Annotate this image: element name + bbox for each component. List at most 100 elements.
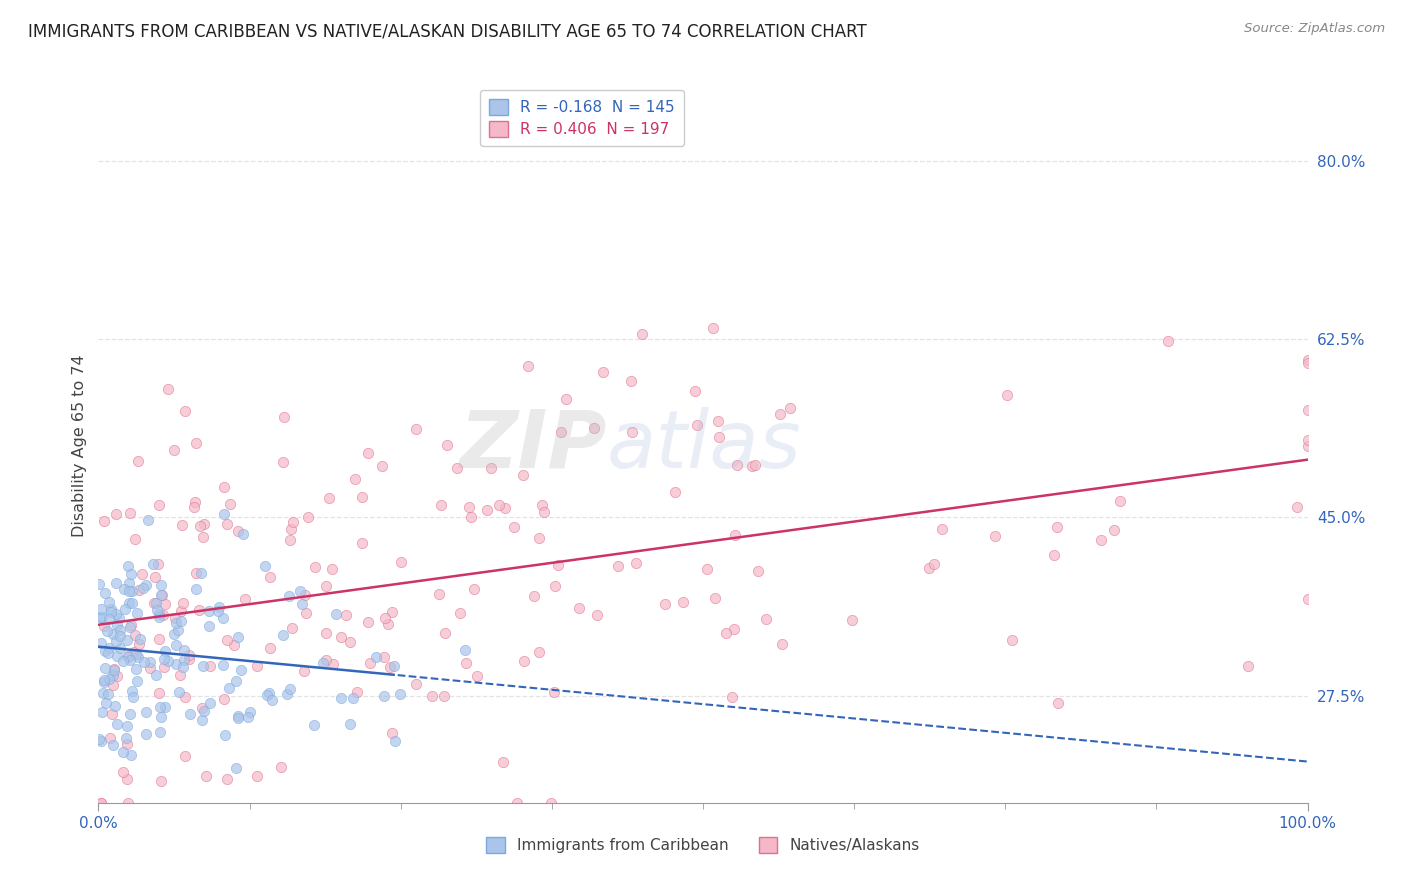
Point [467, 669, 489, 683]
Point [139, 661, 162, 675]
Point [225, 673, 247, 688]
Point [350, 490, 373, 504]
Point [150, 774, 173, 789]
Point [179, 648, 201, 663]
Point [292, 664, 315, 678]
Point [226, 524, 249, 538]
Point [127, 649, 149, 664]
Point [256, 688, 278, 702]
Point [184, 436, 207, 450]
Point [193, 517, 215, 532]
Point [104, 576, 127, 591]
Point [128, 582, 150, 597]
Point [135, 705, 157, 719]
Point [454, 643, 477, 657]
Point [212, 507, 235, 521]
Point [315, 626, 337, 640]
Point [1046, 520, 1069, 534]
Point [117, 650, 139, 665]
Point [568, 601, 591, 615]
Point [1108, 494, 1130, 508]
Point [318, 491, 340, 505]
Point [153, 700, 176, 714]
Point [686, 418, 709, 433]
Point [458, 500, 481, 515]
Point [98, 640, 121, 655]
Point [198, 696, 221, 710]
Point [198, 619, 221, 633]
Point [94, 585, 117, 599]
Point [624, 556, 647, 570]
Point [110, 641, 132, 656]
Text: IMMIGRANTS FROM CARIBBEAN VS NATIVE/ALASKAN DISABILITY AGE 65 TO 74 CORRELATION : IMMIGRANTS FROM CARIBBEAN VS NATIVE/ALAS… [28, 22, 868, 40]
Point [121, 596, 143, 610]
Point [725, 458, 748, 472]
Point [512, 468, 534, 483]
Point [1296, 402, 1319, 417]
Point [212, 692, 235, 706]
Point [454, 656, 477, 670]
Point [128, 638, 150, 652]
Point [239, 705, 262, 719]
Point [148, 498, 170, 512]
Point [254, 558, 277, 573]
Point [502, 520, 524, 534]
Point [381, 726, 404, 740]
Point [302, 718, 325, 732]
Point [149, 699, 172, 714]
Point [170, 614, 193, 628]
Point [540, 796, 562, 810]
Point [321, 562, 343, 576]
Point [373, 650, 395, 665]
Point [672, 595, 695, 609]
Point [841, 613, 863, 627]
Point [105, 648, 128, 663]
Point [149, 588, 172, 602]
Point [167, 685, 190, 699]
Point [150, 578, 173, 592]
Point [103, 662, 125, 676]
Point [1296, 592, 1319, 607]
Point [529, 645, 551, 659]
Point [117, 719, 139, 733]
Point [125, 662, 148, 676]
Point [93, 673, 115, 687]
Point [1001, 632, 1024, 647]
Point [371, 458, 394, 473]
Point [107, 611, 129, 625]
Point [198, 659, 221, 673]
Point [101, 707, 124, 722]
Point [87, 576, 110, 591]
Point [121, 748, 143, 763]
Point [262, 692, 284, 706]
Point [377, 616, 399, 631]
Point [105, 617, 128, 632]
Point [134, 655, 156, 669]
Point [148, 610, 170, 624]
Point [118, 706, 141, 721]
Point [117, 559, 139, 574]
Point [516, 359, 538, 373]
Text: ZIP: ZIP [458, 407, 606, 485]
Point [747, 565, 769, 579]
Point [90, 796, 112, 810]
Point [131, 567, 153, 582]
Point [170, 517, 193, 532]
Point [297, 509, 319, 524]
Point [165, 657, 187, 671]
Point [165, 616, 187, 631]
Point [152, 608, 174, 623]
Point [93, 675, 115, 690]
Point [114, 602, 136, 616]
Point [105, 717, 128, 731]
Point [132, 581, 155, 595]
Point [98, 672, 121, 686]
Point [527, 531, 550, 545]
Point [683, 384, 706, 399]
Point [389, 688, 412, 702]
Point [620, 375, 643, 389]
Point [191, 530, 214, 544]
Point [194, 769, 217, 783]
Point [163, 611, 186, 625]
Point [101, 627, 124, 641]
